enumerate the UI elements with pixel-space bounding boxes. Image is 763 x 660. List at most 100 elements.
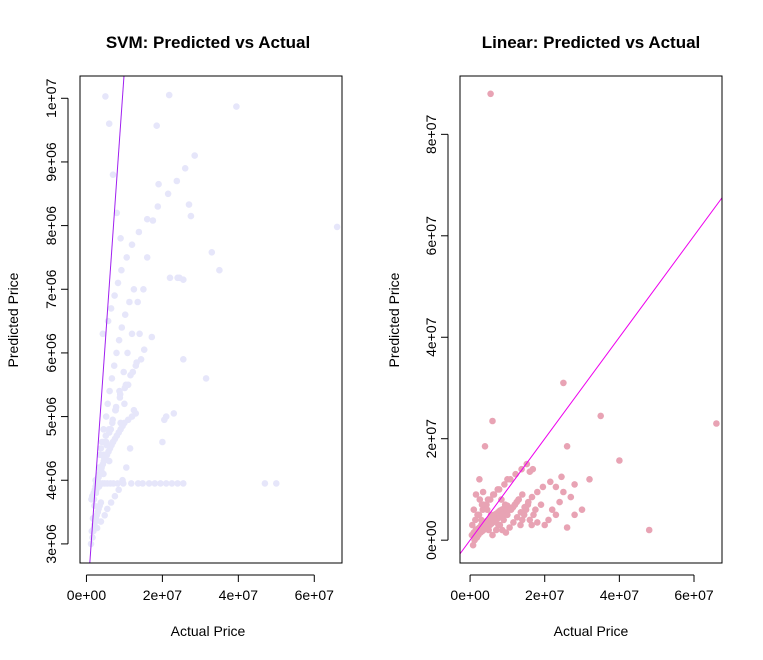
linear-data-point [521,503,528,511]
linear-data-point [545,516,552,524]
svm-data-point [130,286,138,293]
linear-x-tick-label: 0e+00 [450,587,490,603]
svm-data-point [117,419,124,427]
svm-data-point [140,286,147,293]
svm-data-point [166,274,174,282]
svm-data-point [143,254,151,261]
svm-data-point [115,336,123,344]
svm-data-point [127,371,134,379]
linear-data-point [547,478,554,486]
linear-data-point [469,521,476,529]
linear-data-point [578,506,586,513]
svm-data-point [149,217,157,224]
linear-data-point [479,488,487,496]
svm-data-point [104,400,111,408]
linear-reference-line [460,197,722,555]
svm-reference-line-group [89,76,125,563]
linear-y-tick-label: 6e+07 [423,216,439,256]
svm-data-point [99,330,107,338]
svm-data-point [170,410,178,417]
linear-plot-box [459,75,723,564]
svm-data-point [155,180,162,188]
linear-data-point [491,516,499,524]
svm-points [87,91,341,548]
linear-data-point [713,420,720,427]
svm-data-point [104,505,111,513]
svm-y-tick-label: 1e+07 [43,78,59,118]
svm-data-point [109,438,117,446]
svm-x-tick-label: 6e+07 [295,587,335,603]
svm-data-point [135,228,143,236]
linear-data-point [525,498,532,506]
linear-data-point [469,541,477,549]
linear-data-point [495,486,503,493]
svm-data-point [117,235,124,242]
linear-data-point [563,443,571,450]
linear-data-point [495,521,502,529]
svm-data-point [101,512,108,519]
linear-panel: Linear: Predicted vs Actual Actual Price… [386,33,723,639]
linear-data-point [528,493,536,501]
svm-data-point [148,333,156,341]
linear-data-point [489,491,497,498]
linear-data-point [472,491,480,498]
svm-data-point [165,91,173,99]
svm-data-point [157,480,164,487]
svm-x-ticks: 0e+00 2e+07 4e+07 6e+07 [67,574,335,603]
linear-data-point [515,496,522,503]
linear-data-point [645,526,653,534]
linear-data-point [510,519,517,526]
linear-data-point [481,521,489,529]
linear-data-point [483,506,491,513]
svm-data-point [126,445,134,452]
svm-data-point [145,480,153,487]
linear-data-point [541,521,548,529]
svm-data-point [168,480,176,487]
svm-data-point [273,480,280,487]
linear-data-point [511,501,519,509]
svm-panel: SVM: Predicted vs Actual Actual Price Pr… [5,33,343,639]
svm-data-point [93,524,101,532]
svm-data-point [106,387,113,395]
svm-chart-title: SVM: Predicted vs Actual [106,33,310,52]
linear-data-point [504,511,511,519]
svm-data-point [118,324,126,331]
linear-data-point [513,514,521,521]
svm-data-point [100,426,107,433]
svm-data-point [109,416,116,424]
svm-y-tick-label: 9e+06 [43,142,59,182]
svm-data-point [95,483,103,490]
linear-y-ticks: 0e+00 2e+07 4e+07 6e+07 8e+07 [423,114,449,560]
svm-data-point [134,480,142,487]
svm-data-point [102,438,110,446]
svm-plot-box [79,75,343,564]
linear-data-point [476,496,484,503]
linear-data-point [478,501,486,509]
linear-x-ticks: 0e+00 2e+07 4e+07 6e+07 [450,574,714,603]
svm-data-point [102,413,110,420]
linear-y-tick-label: 2e+07 [423,419,439,459]
linear-data-point [506,524,513,531]
svm-data-point [128,241,136,248]
linear-y-tick-label: 0e+00 [423,520,439,560]
linear-data-point [567,493,575,501]
svm-data-point [134,298,141,306]
linear-data-point [616,457,623,464]
linear-y-tick-label: 8e+07 [423,114,439,154]
svm-data-point [107,426,115,433]
svm-x-tick-label: 4e+07 [219,587,259,603]
svm-data-point [154,203,162,210]
linear-data-point [528,521,535,529]
svm-data-point [115,486,122,494]
linear-reference-line-group [460,197,722,555]
linear-data-point [519,491,526,498]
svm-data-point [97,499,105,506]
svm-data-point [124,381,132,389]
svm-data-point [126,298,133,306]
svm-x-tick-label: 0e+00 [67,587,107,603]
svm-data-point [159,438,166,446]
svm-data-point [121,311,129,319]
linear-chart-title: Linear: Predicted vs Actual [482,33,701,52]
